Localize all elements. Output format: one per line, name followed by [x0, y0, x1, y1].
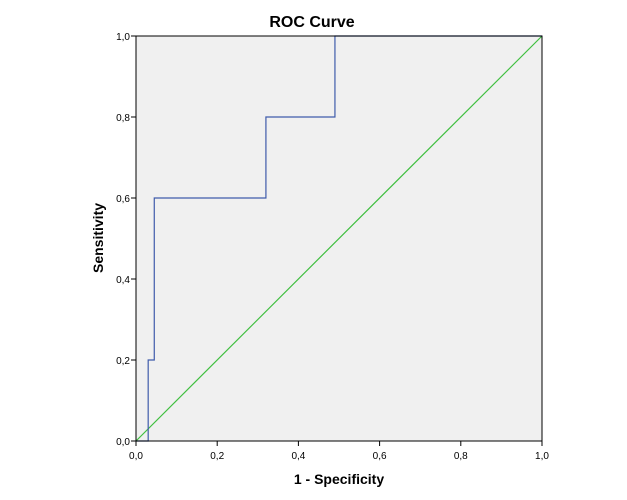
x-tick-label: 1,0: [535, 451, 549, 462]
y-tick-label: 0,2: [116, 356, 130, 367]
roc-curve-line: [136, 35, 542, 442]
x-tick-label: 0,0: [129, 451, 143, 462]
plot-frame: [135, 35, 543, 442]
x-tick-label: 0,2: [210, 451, 224, 462]
y-axis-label: Sensitivity: [90, 203, 106, 273]
x-axis: 0,0 0,2 0,4 0,6 0,8 1,0: [129, 441, 549, 462]
x-axis-label: 1 - Specificity: [294, 471, 384, 487]
reference-line-layer: [135, 35, 543, 442]
y-tick-label: 0,4: [116, 275, 130, 286]
y-tick-label: 0,6: [116, 194, 130, 205]
x-tick-label: 0,8: [454, 451, 468, 462]
x-tick-label: 0,6: [373, 451, 387, 462]
reference-diagonal-line: [135, 35, 543, 442]
series-layer: [136, 35, 542, 442]
y-tick-label: 1,0: [116, 32, 130, 43]
y-axis: 0,0 0,2 0,4 0,6 0,8 1,0: [116, 32, 136, 448]
y-tick-label: 0,8: [116, 113, 130, 124]
chart-title: ROC Curve: [269, 14, 354, 31]
x-tick-label: 0,4: [291, 451, 305, 462]
y-tick-label: 0,0: [116, 437, 130, 448]
